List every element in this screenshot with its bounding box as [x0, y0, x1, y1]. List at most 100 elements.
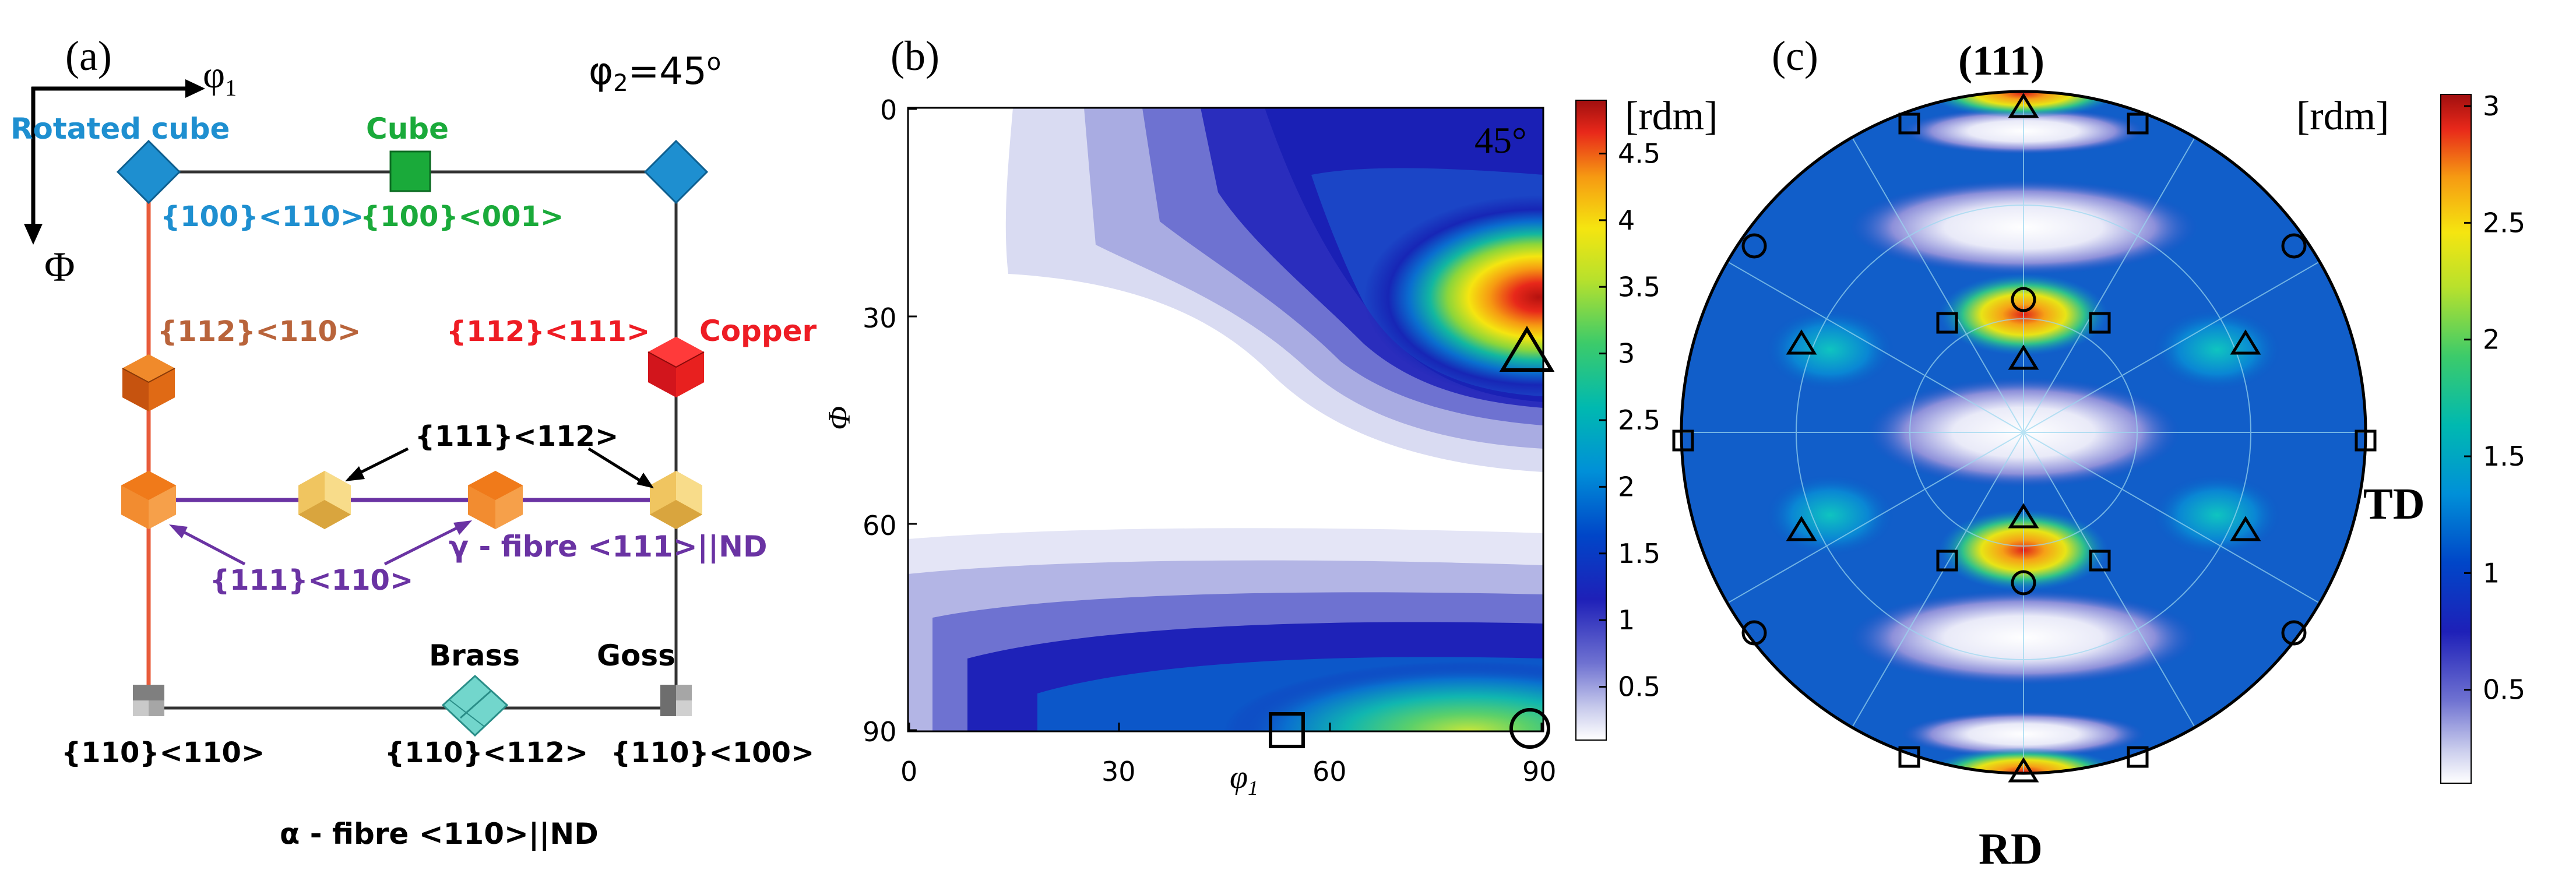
- odf-section-heatmap: [908, 108, 1543, 731]
- panel-c: (c) (111): [1672, 33, 2525, 874]
- pole-square-marker: [2127, 112, 2149, 135]
- panel-a-label: (a): [65, 33, 112, 79]
- pole-triangle-marker: [2008, 344, 2039, 370]
- gamma-fibre-label: γ - fibre <111>||ND: [449, 530, 767, 564]
- panel-a: (a) φ1 Φ φ2=45o Rotated cube {100}<110> …: [10, 33, 817, 851]
- c110-110-index: {110}<110>: [61, 737, 265, 769]
- odf-y-tick-30: 30: [863, 302, 897, 334]
- td-label: TD: [2363, 480, 2425, 529]
- pole-circle-marker: [2281, 233, 2307, 259]
- odf-colorbar-title: [rdm]: [1625, 94, 1718, 139]
- phi1-axis-label: φ1: [203, 54, 237, 101]
- panel-b-label: (b): [891, 33, 939, 79]
- phi2-section-label: φ2=45o: [589, 49, 721, 97]
- pole-circle-marker: [2011, 570, 2036, 596]
- rotated-cube-index: {100}<110>: [160, 200, 364, 233]
- pole-triangle-marker: [2230, 329, 2261, 355]
- c111-110-arrow-right: [383, 522, 467, 566]
- odf-y-tick-0: 0: [880, 94, 897, 126]
- c110-110-square: [133, 685, 164, 716]
- copper-cube: [647, 337, 705, 397]
- brass-diamond: [441, 674, 509, 737]
- odf-triangle-marker: [1499, 326, 1555, 372]
- c110-112-index: {110}<112>: [385, 737, 588, 769]
- panel-b: (b) 45°: [822, 33, 1718, 800]
- odf-y-ticks: [908, 108, 917, 731]
- odf-y-tick-90: 90: [863, 716, 897, 748]
- pole-square-marker: [1936, 312, 1958, 334]
- pole-triangle-marker: [2008, 757, 2039, 783]
- c111-110-index: {111}<110>: [210, 564, 413, 597]
- pole-colorbar-tick-label: 0.5: [2483, 674, 2525, 706]
- c112-110-index: {112}<110>: [157, 315, 361, 348]
- pole-circle-marker: [2011, 287, 2036, 312]
- copper-index: {112}<111>: [446, 315, 650, 348]
- odf-colorbar-tick-label: 3.5: [1618, 271, 1660, 302]
- rd-label: RD: [1979, 825, 2043, 874]
- pole-colorbar-ticks: 0.5 1 1.5 2 2.5 3: [2464, 90, 2525, 706]
- pole-colorbar: [2440, 94, 2472, 784]
- Phi-axis-label: Φ: [44, 244, 75, 290]
- odf-colorbar-tick-label: 2: [1618, 471, 1635, 502]
- pole-figure-heatmap: [1681, 91, 2366, 773]
- copper-name: Copper: [699, 314, 817, 348]
- c111-112-arrowhead-left: [345, 466, 365, 481]
- pole-figure-title: (111): [1958, 37, 2044, 84]
- odf-x-tick-0: 0: [900, 756, 917, 787]
- cube-name: Cube: [366, 112, 449, 146]
- odf-colorbar-tick-label: 2.5: [1618, 404, 1660, 436]
- odf-square-marker: [1269, 712, 1305, 748]
- odf-y-axis-label: Φ: [822, 406, 857, 430]
- pole-square-marker: [2089, 312, 2111, 334]
- pole-square-marker: [2355, 429, 2377, 452]
- odf-colorbar-tick-label: 3: [1618, 338, 1635, 369]
- pole-square-marker: [1672, 429, 1694, 452]
- goss-square: [660, 685, 692, 716]
- odf-colorbar-tick-label: 4.5: [1618, 138, 1660, 170]
- pole-triangle-marker: [1786, 329, 1817, 355]
- odf-x-tick-60: 60: [1312, 756, 1347, 787]
- panel-c-label: (c): [1772, 33, 1818, 79]
- odf-colorbar-tick-label: 0.5: [1618, 671, 1660, 703]
- odf-plot-frame: [907, 107, 1544, 732]
- odf-x-tick-90: 90: [1522, 756, 1557, 787]
- pole-square-marker: [1898, 112, 1920, 135]
- odf-colorbar-tick-label: 1.5: [1618, 538, 1660, 569]
- c111-110-cube-right: [468, 471, 523, 529]
- pole-colorbar-tick-label: 1: [2483, 557, 2500, 589]
- pole-colorbar-tick-label: 1.5: [2483, 441, 2525, 472]
- odf-colorbar-tick-label: 1: [1618, 604, 1635, 636]
- c111-112-arrowhead-right: [636, 473, 654, 488]
- c112-110-cube: [122, 354, 175, 411]
- pole-square-marker: [1936, 550, 1958, 572]
- pole-triangle-marker: [2008, 93, 2039, 118]
- section-angle-label: 45°: [1474, 119, 1527, 161]
- pole-square-marker: [2127, 746, 2149, 768]
- rotated-cube-name: Rotated cube: [10, 112, 230, 146]
- pole-circle-marker: [1741, 233, 1767, 259]
- c111-110-arrow-left: [174, 526, 246, 566]
- pole-colorbar-title: [rdm]: [2296, 94, 2389, 139]
- rotated-cube-diamond-left: [116, 139, 181, 205]
- odf-colorbar-ticks: 0.5 1 1.5 2 2.5 3 3.5 4 4.5: [1599, 138, 1660, 703]
- pole-colorbar-tick-label: 2.5: [2483, 207, 2525, 238]
- pole-colorbar-tick-label: 2: [2483, 324, 2500, 355]
- pole-colorbar-tick-label: 3: [2483, 90, 2500, 122]
- pole-markers: [1672, 93, 2377, 783]
- c111-110-arrowhead-right: [453, 520, 472, 535]
- pole-circle-marker: [1741, 620, 1767, 646]
- odf-x-axis-label: φ1: [1230, 759, 1258, 800]
- rotated-cube-diamond-right: [643, 139, 709, 205]
- phi1-arrowhead: [185, 79, 205, 98]
- c111-112-cube-right: [650, 471, 702, 529]
- brass-name: Brass: [429, 639, 520, 672]
- odf-circle-marker: [1509, 708, 1550, 749]
- alpha-fibre-label: α - fibre <110>||ND: [280, 817, 599, 851]
- c111-112-cube-left: [298, 471, 351, 529]
- pole-triangle-marker: [2230, 516, 2261, 541]
- Phi-arrowhead: [24, 224, 43, 245]
- pole-circle-marker: [2281, 620, 2307, 646]
- odf-colorbar-tick-label: 4: [1618, 205, 1635, 236]
- cube-index: {100}<001>: [360, 200, 564, 233]
